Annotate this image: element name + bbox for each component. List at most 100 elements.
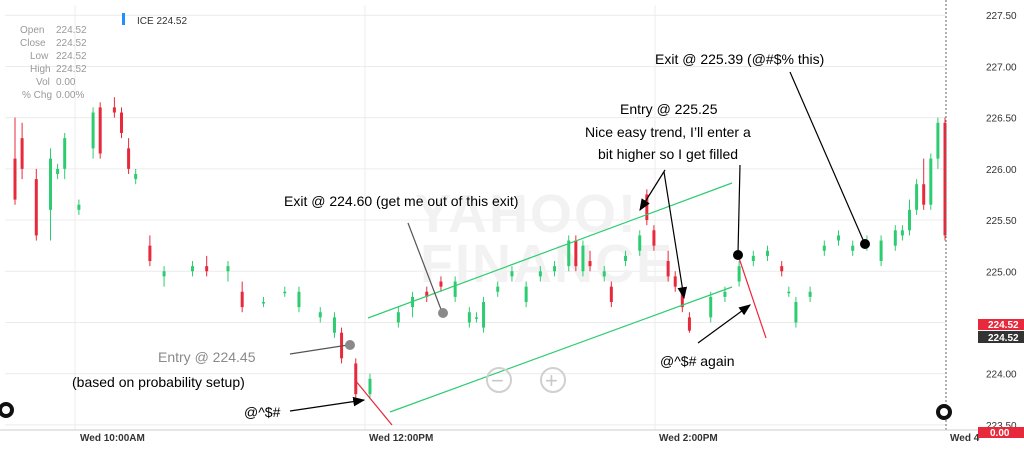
exit1-pointer xyxy=(407,222,443,313)
curse2-annotation: @^$# again xyxy=(660,353,735,369)
entry1-annotation: Entry @ 224.45 xyxy=(158,349,256,365)
entry1-annotation-sub: (based on probability setup) xyxy=(72,374,245,390)
candle-19 xyxy=(261,301,265,304)
candle-37 xyxy=(524,286,528,302)
legend[interactable]: ICE 224.52 xyxy=(122,13,187,27)
entry2-annotation-line3: bit higher so I get filled xyxy=(598,146,738,162)
candle-59 xyxy=(780,266,784,272)
volume-tag: 0.00 xyxy=(990,428,1010,439)
exit1-annotation: Exit @ 224.60 (get me out of this exit) xyxy=(284,193,518,209)
last-price-tag-bg xyxy=(978,319,1024,330)
legend-label: ICE 224.52 xyxy=(137,16,187,27)
grid-lines xyxy=(5,5,946,430)
candle-72 xyxy=(922,184,926,205)
candle-10 xyxy=(119,112,123,134)
candle-46 xyxy=(624,255,628,262)
candle-49 xyxy=(652,230,656,246)
candle-31 xyxy=(453,281,457,297)
candle-50 xyxy=(666,261,670,277)
candle-35 xyxy=(496,286,500,292)
candle-63 xyxy=(822,245,826,251)
exit2-annotation: Exit @ 225.39 (@#$% this) xyxy=(655,51,824,67)
candle-18 xyxy=(240,291,244,308)
candle-62 xyxy=(808,291,812,297)
trend-arrow-lower xyxy=(663,171,688,300)
ohlc-label-low: Low xyxy=(30,51,49,62)
exit2-pointer xyxy=(789,71,865,243)
candle-33 xyxy=(474,317,478,319)
loss-line-2 xyxy=(737,254,767,339)
zoom-out-button[interactable]: − xyxy=(486,367,512,393)
ohlc-label-chg: % Chg xyxy=(22,90,52,101)
close-price-tag: 224.52 xyxy=(988,333,1019,344)
candle-7 xyxy=(91,112,95,149)
volume-tag-bg xyxy=(978,427,1024,438)
candle-55 xyxy=(723,291,727,297)
y-tick-label-5: 225.00 xyxy=(986,267,1017,278)
candle-65 xyxy=(851,245,855,251)
ohlc-value-vol: 0.00 xyxy=(56,77,76,88)
y-tick-label-4: 225.50 xyxy=(986,216,1017,227)
entry2-annotation-line1: Entry @ 225.25 xyxy=(620,101,718,117)
candle-8 xyxy=(98,107,102,154)
candle-70 xyxy=(908,209,912,231)
trend-arrow-upper xyxy=(639,169,666,212)
candle-11 xyxy=(127,148,131,169)
candle-67 xyxy=(879,240,883,262)
candle-21 xyxy=(297,291,301,308)
y-tick-label-2: 226.50 xyxy=(986,114,1017,125)
candle-53 xyxy=(687,317,691,331)
y-tick-label-1: 227.00 xyxy=(986,62,1017,73)
candle-36 xyxy=(510,271,514,277)
candle-41 xyxy=(574,240,578,267)
candle-51 xyxy=(673,276,677,287)
candle-29 xyxy=(425,291,429,297)
zoom-out-icon: − xyxy=(491,368,504,393)
scroll-right-handle[interactable] xyxy=(936,404,952,420)
candle-16 xyxy=(205,266,209,272)
candle-54 xyxy=(709,296,713,318)
exit1-marker xyxy=(438,308,448,318)
curse2-arrow xyxy=(697,304,751,344)
scroll-left-handle[interactable] xyxy=(0,402,14,418)
zoom-in-icon: + xyxy=(545,368,558,393)
zoom-out-ring xyxy=(486,367,512,393)
candle-38 xyxy=(538,271,542,277)
loss-line-1 xyxy=(354,379,393,426)
zoom-in-button[interactable]: + xyxy=(540,367,566,393)
price-tags: 224.52 224.52 0.00 xyxy=(978,319,1024,439)
y-tick-label-0: 227.50 xyxy=(986,11,1017,22)
annotations: Exit @ 224.60 (get me out of this exit) … xyxy=(72,51,824,420)
candle-52 xyxy=(680,291,684,308)
candle-44 xyxy=(602,271,606,277)
candle-73 xyxy=(929,158,933,205)
candle-47 xyxy=(638,235,642,251)
candle-68 xyxy=(893,230,897,246)
candlestick-series xyxy=(13,97,947,400)
watermark-line1: YAHOO! xyxy=(415,184,638,244)
last-price-tag: 224.52 xyxy=(988,320,1019,331)
legend-swatch xyxy=(122,13,125,25)
ohlc-label-close: Close xyxy=(20,38,46,49)
candle-23 xyxy=(332,317,336,333)
yahoo-finance-watermark: YAHOO! FINANCE xyxy=(415,184,672,294)
candle-61 xyxy=(794,301,798,323)
annotation-pointers xyxy=(289,71,870,412)
candle-9 xyxy=(112,107,116,113)
candle-39 xyxy=(553,266,557,272)
exit2-marker xyxy=(860,239,870,249)
candle-43 xyxy=(588,261,592,267)
channel-lower-line xyxy=(389,286,733,413)
x-tick-label-0: Wed 10:00AM xyxy=(80,433,145,444)
candle-58 xyxy=(766,250,770,256)
ohlc-label-vol: Vol xyxy=(36,77,50,88)
candle-40 xyxy=(567,240,571,267)
channel-upper-line xyxy=(367,182,733,319)
zoom-in-ring xyxy=(540,367,566,393)
curse1-arrow xyxy=(289,396,366,412)
x-tick-label-3: Wed 4 xyxy=(950,433,980,444)
y-tick-label-8: 223.50 xyxy=(986,421,1017,432)
candle-20 xyxy=(283,291,287,294)
